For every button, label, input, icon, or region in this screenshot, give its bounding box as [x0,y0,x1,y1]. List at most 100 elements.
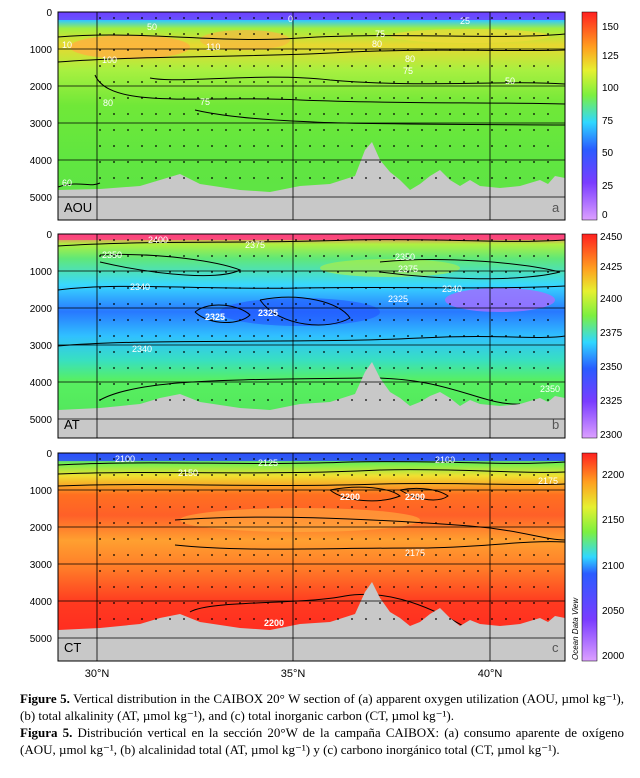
station-dot [547,65,549,67]
station-dot [253,177,255,179]
station-dot [519,335,521,337]
station-dot [99,570,101,572]
station-dot [421,490,423,492]
station-dot [365,538,367,540]
station-dot [505,570,507,572]
station-dot [183,538,185,540]
station-dot [183,351,185,353]
station-dot [477,351,479,353]
station-dot [435,522,437,524]
station-dot [463,570,465,572]
station-dot [295,303,297,305]
station-dot [99,49,101,51]
station-dot [267,351,269,353]
station-dot [113,351,115,353]
station-dot [379,367,381,369]
station-dot [267,618,269,620]
station-dot [337,255,339,257]
station-dot [505,335,507,337]
station-dot [253,618,255,620]
station-dot [127,255,129,257]
station-dot [127,367,129,369]
station-dot [407,319,409,321]
station-dot [309,97,311,99]
station-dot [547,383,549,385]
station-dot [491,522,493,524]
station-dot [491,81,493,83]
station-dot [393,490,395,492]
station-dot [463,383,465,385]
station-dot [281,602,283,604]
station-dot [533,129,535,131]
station-dot [169,367,171,369]
station-dot [169,399,171,401]
station-dot [253,586,255,588]
station-dot [295,522,297,524]
station-dot [253,113,255,115]
station-dot [337,17,339,19]
station-dot [379,255,381,257]
station-dot [253,287,255,289]
station-dot [323,570,325,572]
station-dot [169,458,171,460]
station-dot [477,458,479,460]
station-dot [211,618,213,620]
station-dot [323,319,325,321]
station-dot [239,335,241,337]
aou-y-tick: 0 [46,8,52,19]
station-dot [519,602,521,604]
station-dot [113,474,115,476]
station-dot [449,586,451,588]
station-dot [281,81,283,83]
station-dot [421,522,423,524]
aou-high-patch [70,35,190,59]
station-dot [393,129,395,131]
station-dot [421,367,423,369]
station-dot [407,17,409,19]
station-dot [505,255,507,257]
station-dot [253,49,255,51]
station-dot [449,570,451,572]
station-dot [239,65,241,67]
ct-colorbar [581,452,598,662]
station-dot [295,506,297,508]
station-dot [463,81,465,83]
station-dot [477,602,479,604]
station-dot [449,17,451,19]
station-dot [211,255,213,257]
station-dot [379,335,381,337]
station-dot [225,586,227,588]
station-dot [295,458,297,460]
station-dot [463,145,465,147]
station-dot [337,586,339,588]
station-dot [379,271,381,273]
station-dot [477,81,479,83]
station-dot [421,618,423,620]
station-dot [463,113,465,115]
station-dot [281,335,283,337]
station-dot [141,129,143,131]
station-dot [197,129,199,131]
station-dot [365,239,367,241]
station-dot [267,17,269,19]
station-dot [435,17,437,19]
station-dot [449,618,451,620]
station-dot [239,618,241,620]
station-dot [211,554,213,556]
station-dot [155,602,157,604]
station-dot [421,602,423,604]
station-dot [267,97,269,99]
station-dot [505,97,507,99]
station-dot [505,319,507,321]
station-dot [393,458,395,460]
station-dot [99,81,101,83]
at-colorbar-tick: 2300 [600,430,623,441]
station-dot [323,474,325,476]
station-dot [435,81,437,83]
at-panel-label: AT [64,417,80,432]
station-dot [113,65,115,67]
station-dot [281,319,283,321]
station-dot [225,113,227,115]
station-dot [421,474,423,476]
station-dot [155,474,157,476]
